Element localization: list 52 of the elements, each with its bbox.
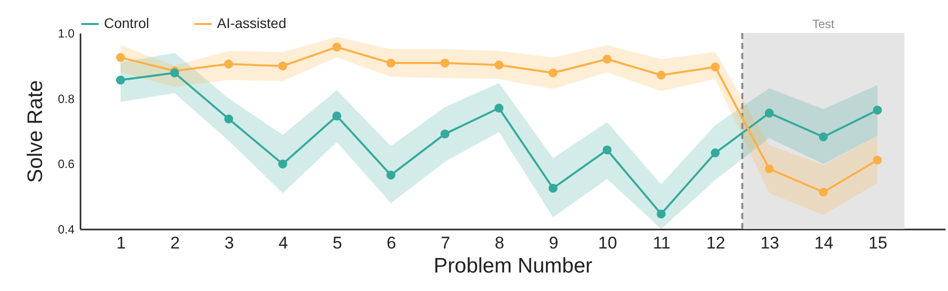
x-tick-label: 4 (278, 234, 288, 252)
point (116, 76, 126, 85)
point (656, 70, 666, 80)
x-tick-label: 2 (170, 234, 180, 252)
point (818, 132, 828, 142)
y-tick-label: 0.8 (58, 92, 75, 106)
legend-label: AI-assisted (217, 15, 286, 31)
x-tick-label: 13 (760, 234, 780, 252)
point (602, 145, 612, 154)
x-tick-label: 1 (116, 234, 126, 252)
point (440, 129, 450, 138)
x-tick-label: 11 (652, 234, 670, 252)
point (278, 160, 288, 168)
band-label: Test (812, 17, 836, 31)
point (278, 62, 288, 70)
x-tick-label: 14 (814, 234, 834, 252)
point (386, 170, 396, 180)
y-tick-label: 1.0 (58, 26, 75, 40)
point (386, 58, 396, 68)
point (332, 112, 342, 120)
point (224, 114, 234, 124)
y-axis-title: Solve Rate (24, 80, 47, 183)
point (332, 42, 342, 52)
x-axis-title: Problem Number (434, 254, 592, 278)
point (548, 68, 558, 78)
point (710, 62, 720, 72)
legend-label: Control (104, 15, 150, 31)
x-tick-label: 6 (386, 234, 396, 252)
x-tick-label: 10 (598, 234, 618, 252)
point (440, 58, 450, 68)
y-tick-label: 0.4 (58, 222, 75, 236)
point (656, 210, 666, 218)
point (872, 156, 882, 165)
point (116, 53, 126, 62)
point (872, 106, 882, 115)
y-tick-label: 0.6 (58, 157, 75, 172)
point (764, 108, 774, 118)
point (494, 104, 504, 113)
x-tick-label: 7 (440, 234, 450, 252)
x-tick-label: 5 (332, 234, 342, 252)
point (764, 164, 774, 174)
point (494, 60, 504, 70)
x-tick-label: 8 (494, 234, 504, 252)
x-tick-label: 9 (548, 234, 558, 252)
x-tick-label: 3 (224, 234, 234, 252)
x-tick-label: 12 (706, 234, 726, 252)
point (548, 184, 558, 193)
point (818, 188, 828, 197)
point (602, 54, 612, 64)
point (224, 60, 234, 68)
point (710, 148, 720, 158)
x-tick-label: 15 (868, 234, 888, 252)
